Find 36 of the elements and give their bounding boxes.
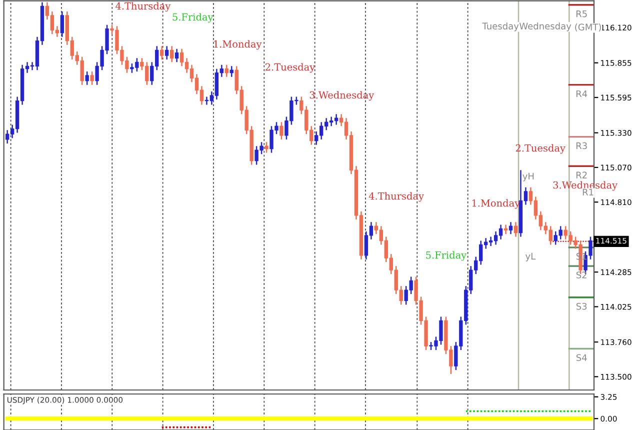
candlestick	[508, 221, 513, 235]
candlestick	[164, 46, 169, 60]
candlestick	[170, 46, 174, 63]
annotation: 2.Tuesday	[516, 144, 566, 154]
annotation: yH	[522, 172, 534, 182]
ref-line-label: S2	[576, 272, 586, 278]
candlestick	[160, 46, 164, 60]
candlestick	[90, 70, 94, 86]
annotation: 3.Wednesday	[553, 181, 618, 191]
annotation: (GMT)	[575, 24, 601, 32]
candlestick	[85, 70, 89, 86]
annotation: yL	[525, 252, 536, 262]
ref-line-label: R4	[576, 90, 588, 98]
annotation: 4.Thursday	[368, 192, 424, 202]
candlestick	[514, 221, 518, 238]
annotation: 2.Tuesday	[266, 63, 316, 73]
annotation: 4.Thursday	[116, 2, 171, 12]
ref-line-label: S3	[576, 302, 587, 310]
candlestick	[60, 10, 64, 38]
annotation: Wednesday	[519, 22, 572, 32]
annotation: 5.Friday	[426, 251, 467, 261]
annotation: 3.Wednesday	[310, 91, 374, 101]
candlestick	[504, 224, 508, 235]
annotation: 1.Monday	[214, 40, 262, 50]
candlestick	[280, 122, 284, 140]
ref-line-label: R2	[576, 172, 587, 178]
ref-line-label: S1	[576, 252, 586, 260]
ref-line-label: R3	[576, 142, 587, 150]
annotation: R1	[582, 188, 594, 196]
ref-line-label: R5	[576, 10, 587, 18]
candlestick	[224, 64, 228, 78]
ref-line-label: S4	[576, 354, 587, 362]
candlestick	[264, 142, 268, 154]
annotation: 5.Friday	[172, 13, 214, 23]
annotation: Tuesday	[482, 22, 519, 32]
candlestick	[174, 48, 179, 63]
